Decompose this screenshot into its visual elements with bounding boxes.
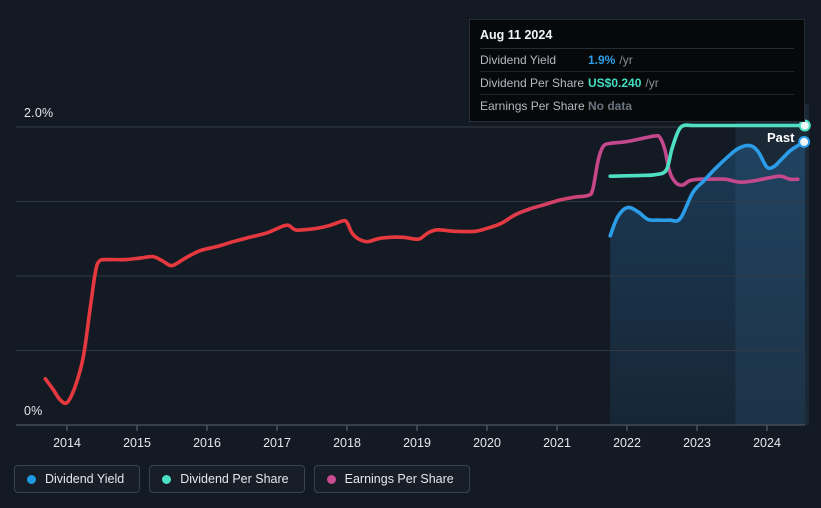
- tooltip-value: No data: [588, 99, 633, 113]
- tooltip-label: Dividend Per Share: [480, 76, 585, 90]
- tooltip-row-dividend-yield: Dividend Yield 1.9% /yr: [480, 49, 794, 72]
- x-axis-label-2020: 2020: [473, 436, 501, 450]
- past-period-label: Past: [767, 130, 795, 145]
- dividend-yield-line: [608, 140, 806, 238]
- legend-item-dividend-yield[interactable]: Dividend Yield: [14, 465, 141, 493]
- chart-svg[interactable]: [0, 0, 821, 460]
- tooltip-label: Dividend Yield: [480, 53, 557, 67]
- x-axis-label-2014: 2014: [53, 436, 81, 450]
- tooltip-label: Earnings Per Share: [480, 99, 585, 113]
- legend-label: Earnings Per Share: [344, 472, 454, 486]
- x-axis-label-2016: 2016: [193, 436, 221, 450]
- tooltip-suffix: /yr: [619, 53, 633, 67]
- tooltip-row-earnings-per-share: Earnings Per Share No data: [480, 95, 794, 117]
- x-axis-label-2015: 2015: [123, 436, 151, 450]
- earnings-per-share-line: [43, 133, 800, 406]
- y-axis-label-top: 2.0%: [24, 106, 54, 120]
- chart-legend: Dividend Yield Dividend Per Share Earnin…: [14, 465, 470, 493]
- tooltip-value: US$0.240: [588, 76, 642, 90]
- legend-label: Dividend Yield: [45, 472, 125, 486]
- legend-label: Dividend Per Share: [180, 472, 289, 486]
- x-axis-label-2018: 2018: [333, 436, 361, 450]
- tooltip-suffix: /yr: [645, 76, 659, 90]
- dividend-per-share-end-marker[interactable]: [798, 119, 811, 132]
- dividend-per-share-line: [608, 123, 807, 178]
- dividend-per-share-dot-icon: [162, 474, 172, 484]
- legend-item-earnings-per-share[interactable]: Earnings Per Share: [313, 465, 470, 493]
- dividend-yield-area: [610, 141, 805, 425]
- x-axis-label-2024: 2024: [753, 436, 781, 450]
- earnings-per-share-dot-icon: [326, 474, 336, 484]
- legend-item-dividend-per-share[interactable]: Dividend Per Share: [149, 465, 305, 493]
- x-axis-label-2023: 2023: [683, 436, 711, 450]
- y-axis-label-bottom: 0%: [24, 404, 43, 418]
- x-axis-label-2017: 2017: [263, 436, 291, 450]
- x-axis-label-2022: 2022: [613, 436, 641, 450]
- x-axis-label-2019: 2019: [403, 436, 431, 450]
- dividend-yield-end-marker[interactable]: [798, 135, 811, 148]
- tooltip-value: 1.9%: [588, 53, 616, 67]
- chart-tooltip: Aug 11 2024 Dividend Yield 1.9% /yr Divi…: [469, 19, 805, 122]
- dividend-yield-dot-icon: [27, 474, 36, 484]
- tooltip-date: Aug 11 2024: [480, 25, 794, 49]
- tooltip-row-dividend-per-share: Dividend Per Share US$0.240 /yr: [480, 72, 794, 95]
- x-axis-label-2021: 2021: [543, 436, 571, 450]
- chart-area[interactable]: 2.0% 0% 2014 2015 2016 2017 2018 2019 2020 2021…: [0, 0, 821, 460]
